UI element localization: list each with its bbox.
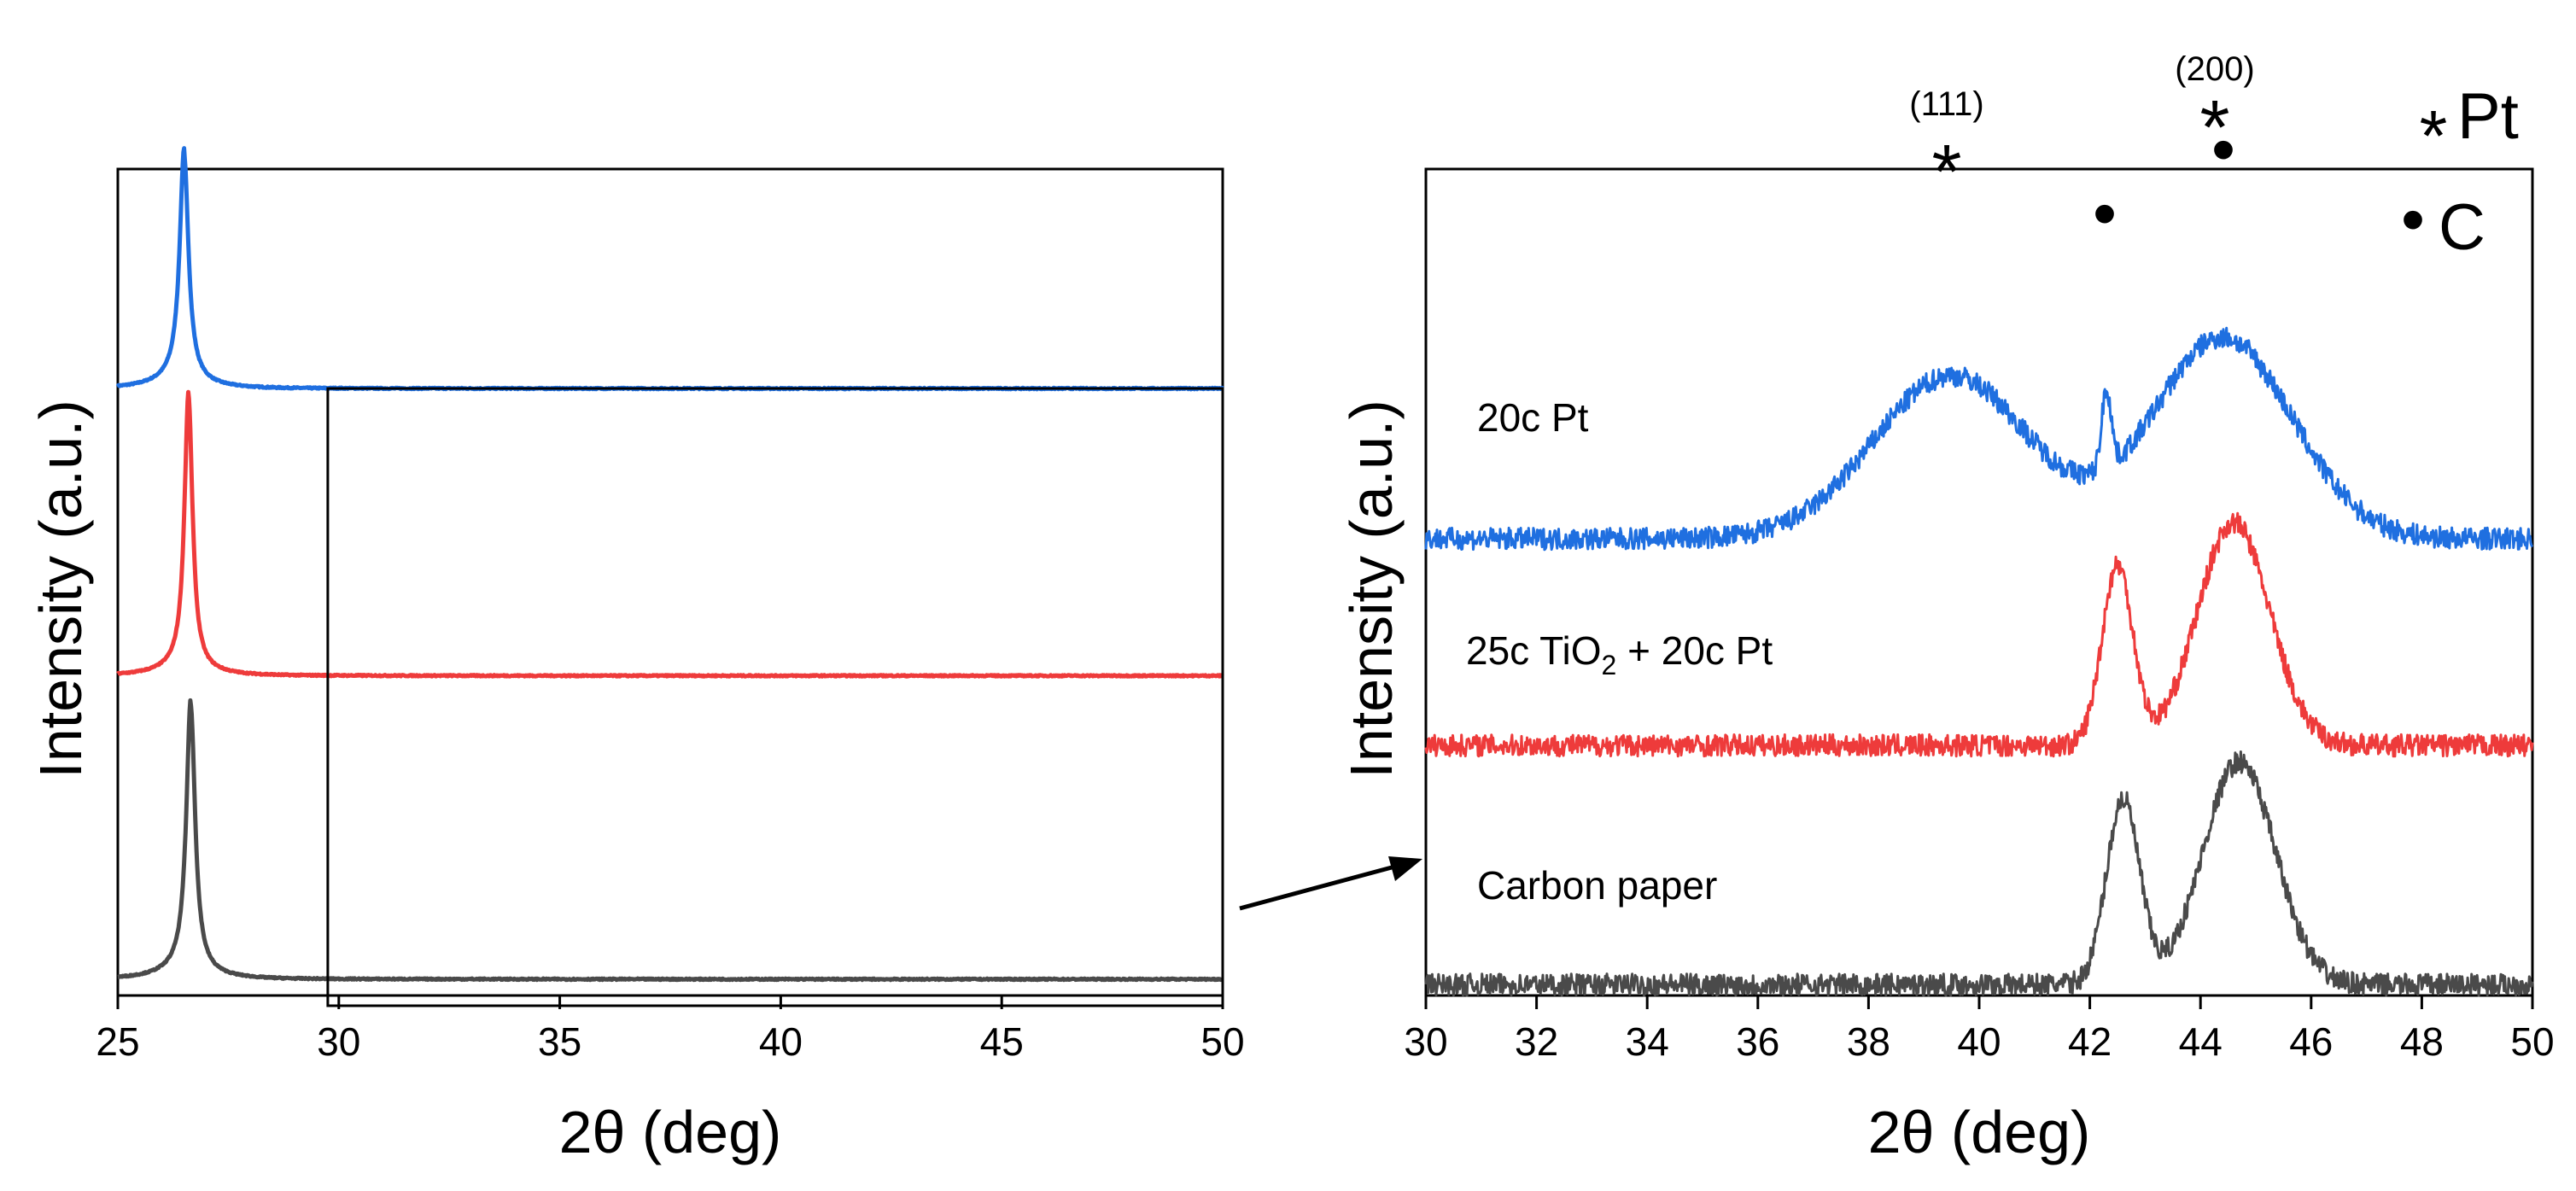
- c-marker-42: •: [2093, 175, 2117, 251]
- left-x-tick-label-50: 50: [1200, 1019, 1244, 1064]
- legend: * Pt • C: [2401, 80, 2519, 264]
- hkl-label-200: (200): [2175, 50, 2254, 88]
- right-x-axis-title: 2θ (deg): [1868, 1099, 2091, 1165]
- legend-c-label: C: [2439, 191, 2485, 264]
- left-series-group: [115, 146, 1224, 983]
- left-series-carbon-paper: [116, 698, 1224, 983]
- series-label-tio2-pt: 25c TiO2 + 20c Pt: [1466, 628, 1773, 680]
- series-label-carbon-paper: Carbon paper: [1477, 863, 1717, 908]
- left-x-tick-label-40: 40: [759, 1019, 803, 1064]
- right-x-tick-label-30: 30: [1404, 1019, 1447, 1064]
- right-series-group: [1424, 326, 2534, 997]
- left-x-tick-label-45: 45: [980, 1019, 1024, 1064]
- left-panel: 25 30 35 40 45 50 2θ (deg) Intensity (a.u.): [27, 146, 1245, 1165]
- series-label-20c-pt: 20c Pt: [1477, 395, 1589, 440]
- left-x-tick-label-35: 35: [538, 1019, 581, 1064]
- right-series-25c-tio2-20c-pt: [1424, 511, 2534, 758]
- c-marker-44: •: [2211, 111, 2235, 187]
- left-x-ticks: 25 30 35 40 45 50: [96, 995, 1245, 1064]
- left-series-25c-tio2-20c-pt: [116, 389, 1224, 679]
- right-series-carbon-paper: [1424, 750, 2534, 997]
- legend-pt-symbol: *: [2420, 96, 2448, 176]
- left-y-axis-title: Intensity (a.u.): [27, 400, 94, 779]
- right-x-tick-label-42: 42: [2068, 1019, 2112, 1064]
- right-x-tick-label-38: 38: [1847, 1019, 1890, 1064]
- right-panel: 30 32 34 36 38 40 42 44 46 48 50 20c Pt 25c TiO2 +…: [1338, 50, 2555, 1165]
- right-x-tick-label-50: 50: [2510, 1019, 2554, 1064]
- right-x-tick-label-36: 36: [1736, 1019, 1779, 1064]
- right-y-axis-title: Intensity (a.u.): [1338, 400, 1405, 779]
- right-x-ticks: 30 32 34 36 38 40 42 44 46 48 50: [1404, 995, 2555, 1064]
- left-x-tick-label-30: 30: [317, 1019, 360, 1064]
- right-series-20c-pt: [1424, 326, 2534, 552]
- series-label-tio2-part2: + 20c Pt: [1616, 628, 1773, 673]
- right-x-tick-label-40: 40: [1957, 1019, 2001, 1064]
- right-x-tick-label-34: 34: [1626, 1019, 1669, 1064]
- legend-pt-label: Pt: [2457, 80, 2519, 153]
- right-x-tick-label-48: 48: [2400, 1019, 2444, 1064]
- legend-c-symbol: •: [2401, 181, 2425, 257]
- series-label-tio2-part1: 25c TiO: [1466, 628, 1602, 673]
- series-label-tio2-subscript: 2: [1602, 650, 1617, 680]
- pt-marker-200: *: [2199, 85, 2229, 171]
- left-x-tick-label-25: 25: [96, 1019, 139, 1064]
- pt-marker-111: *: [1931, 130, 1961, 215]
- hkl-label-111: (111): [1909, 85, 1983, 123]
- left-plot-frame: [116, 167, 1224, 997]
- zoom-connector-arrow: [1239, 856, 1422, 911]
- inset-zoom-box: [326, 387, 1224, 1007]
- left-series-20c-pt: [115, 146, 1224, 392]
- right-x-tick-label-32: 32: [1515, 1019, 1558, 1064]
- left-x-axis-title: 2θ (deg): [559, 1099, 782, 1165]
- right-x-tick-label-44: 44: [2179, 1019, 2223, 1064]
- right-x-tick-label-46: 46: [2289, 1019, 2333, 1064]
